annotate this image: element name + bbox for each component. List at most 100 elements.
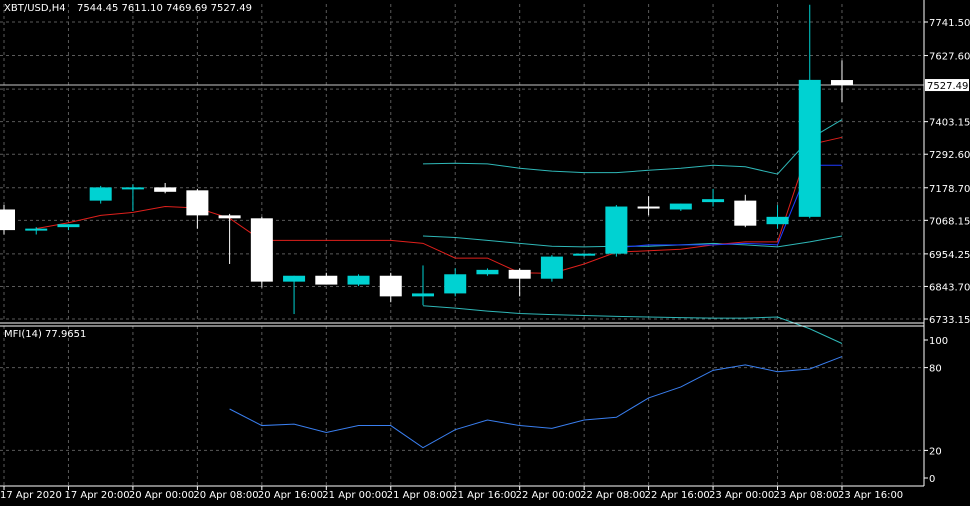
bear-candle-body <box>734 200 757 226</box>
candle <box>379 272 402 303</box>
price-axis[interactable]: 7741.50 7627.60 7403.15 7292.60 7178.70 7068.… <box>924 18 970 326</box>
candle <box>476 268 499 276</box>
candle <box>508 268 531 297</box>
bear-candle-body <box>315 275 338 285</box>
bull-candle-body <box>605 206 628 254</box>
bull-candle-body <box>798 79 821 217</box>
price-tick-label: 7178.70 <box>929 184 970 195</box>
candle <box>798 4 821 219</box>
time-tick-label: 21 Apr 00:00 <box>322 490 387 501</box>
ohlc-label: 7544.45 7611.10 7469.69 7527.49 <box>77 3 252 14</box>
candle <box>734 194 757 228</box>
candle <box>57 224 80 231</box>
time-tick-label: 17 Apr 2020 <box>0 490 62 501</box>
time-tick-label: 22 Apr 00:00 <box>516 490 581 501</box>
candle <box>315 272 338 285</box>
time-tick-label: 23 Apr 00:00 <box>709 490 774 501</box>
candle <box>411 265 434 306</box>
time-tick-label: 20 Apr 00:00 <box>129 490 194 501</box>
bull-candle-body <box>766 216 789 225</box>
price-panel[interactable] <box>0 4 924 344</box>
mfi-tick-label: 0 <box>929 474 935 485</box>
time-tick-label: 21 Apr 08:00 <box>387 490 452 501</box>
price-tick-label: 7068.15 <box>929 216 970 227</box>
bull-candle-body <box>476 269 499 275</box>
price-tick-label: 6843.70 <box>929 282 970 293</box>
candle <box>283 275 306 315</box>
candle <box>186 188 209 229</box>
candle <box>347 274 370 287</box>
bear-candle-body <box>637 206 660 209</box>
time-tick-label: 21 Apr 16:00 <box>451 490 516 501</box>
current-price-tag: 7527.49 <box>925 79 969 92</box>
bear-candle-body <box>830 80 853 86</box>
mfi-line <box>229 356 843 449</box>
symbol-label: XBT/USD,H4 <box>4 3 66 14</box>
bull-candle-body <box>25 228 48 231</box>
bull-candle-body <box>283 275 306 282</box>
time-tick-label: 20 Apr 16:00 <box>258 490 323 501</box>
bull-candle-body <box>89 187 112 201</box>
mfi-tick-label: 100 <box>929 336 948 347</box>
indicator-overlays <box>0 84 924 344</box>
candle <box>444 268 467 297</box>
candle <box>121 184 144 211</box>
bear-candle-body <box>154 187 177 192</box>
candle <box>669 203 692 211</box>
bear-candle-body <box>379 275 402 297</box>
time-tick-label: 23 Apr 16:00 <box>838 490 903 501</box>
price-tick-label: 7741.50 <box>929 18 970 29</box>
time-tick-label: 20 Apr 08:00 <box>193 490 258 501</box>
mfi-tick-label: 20 <box>929 446 942 457</box>
time-tick-label: 23 Apr 08:00 <box>774 490 839 501</box>
bull-candle-body <box>540 256 563 279</box>
candle <box>89 185 112 204</box>
price-tick-label: 6733.15 <box>929 315 970 326</box>
mfi-axis[interactable]: 100 80 20 0 <box>924 336 948 485</box>
bull-candle-body <box>57 224 80 228</box>
candle <box>830 60 853 103</box>
bear-candle-body <box>0 209 15 231</box>
price-tick-label: 7403.15 <box>929 118 970 129</box>
candle <box>218 213 241 264</box>
current-price-tag-box <box>925 79 969 92</box>
candles <box>0 4 853 315</box>
bull-candle-body <box>573 253 596 256</box>
candle <box>637 196 660 216</box>
bull-candle-body <box>702 199 725 203</box>
price-tick-label: 7627.60 <box>929 52 970 63</box>
bull-candle-body <box>411 293 434 297</box>
bull-candle-body <box>121 187 144 190</box>
bear-candle-body <box>508 269 531 279</box>
bear-candle-body <box>250 218 273 282</box>
bollinger-upper-line <box>422 119 843 175</box>
candle <box>605 205 628 257</box>
mfi-series <box>229 356 843 449</box>
mfi-indicator-label: MFI(14) 77.9651 <box>4 329 86 340</box>
time-axis[interactable]: 17 Apr 2020 17 Apr 20:00 20 Apr 00:00 20 Ap… <box>0 486 903 501</box>
price-tick-label: 6954.25 <box>929 250 970 261</box>
panel-borders <box>0 0 925 487</box>
candle <box>702 188 725 207</box>
candle <box>154 182 177 194</box>
candle <box>25 227 48 235</box>
red-indicator-line <box>36 136 843 274</box>
bull-candle-body <box>347 275 370 285</box>
mfi-grid <box>0 326 924 486</box>
time-tick-label: 22 Apr 16:00 <box>645 490 710 501</box>
candle <box>766 205 789 229</box>
time-tick-label: 22 Apr 08:00 <box>580 490 645 501</box>
bear-candle-body <box>186 190 209 216</box>
bear-candle-body <box>218 215 241 219</box>
mfi-panel[interactable] <box>0 326 924 486</box>
bull-candle-body <box>669 203 692 210</box>
mfi-tick-label: 80 <box>929 364 942 375</box>
bollinger-lower-line <box>422 305 843 344</box>
time-tick-label: 17 Apr 20:00 <box>64 490 129 501</box>
price-tick-label: 7292.60 <box>929 150 970 161</box>
candle <box>0 205 15 235</box>
bull-candle-body <box>444 274 467 294</box>
current-price-tag-text: 7527.49 <box>927 81 968 92</box>
candle <box>250 216 273 288</box>
